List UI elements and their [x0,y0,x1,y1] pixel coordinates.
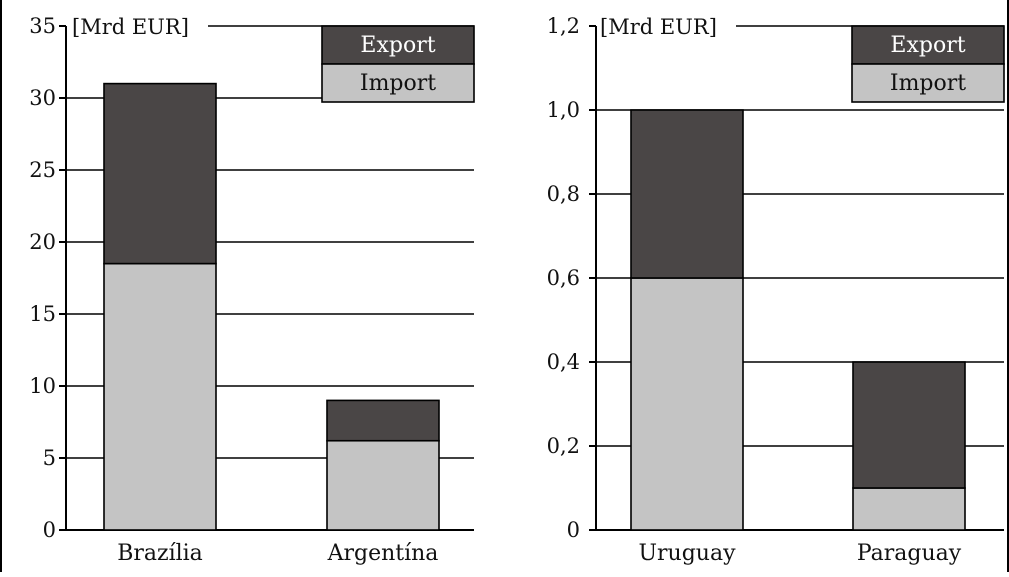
right-legend-label-import: Import [890,71,966,96]
right-ytick-label-5: 1,0 [547,98,580,122]
left-unit-label: [Mrd EUR] [72,15,189,39]
left-legend-label-import: Import [360,71,436,96]
left-ytick-label-6: 30 [29,86,56,110]
right-unit-label: [Mrd EUR] [600,15,717,39]
left-ytick-label-4: 20 [29,230,56,254]
left-category-label-0: Brazília [117,541,203,566]
left-bar-export-1 [327,400,439,440]
right-ytick-label-2: 0,4 [547,350,580,374]
left-bar-import-1 [327,441,439,530]
right-ytick-label-3: 0,6 [547,266,580,290]
right-bar-import-1 [853,488,965,530]
right-bar-export-0 [631,110,743,278]
left-ytick-label-2: 10 [29,374,56,398]
left-ytick-label-1: 5 [43,446,56,470]
right-legend-label-export: Export [890,33,965,58]
right-ytick-label-0: 0 [567,518,580,542]
left-category-label-1: Argentína [327,541,439,566]
right-category-label-0: Uruguay [638,541,736,566]
left-bar-import-0 [104,264,216,530]
left-ytick-label-5: 25 [29,158,56,182]
left-ytick-label-7: 35 [29,14,56,38]
right-category-label-1: Paraguay [857,541,962,566]
left-ytick-label-0: 0 [43,518,56,542]
right-ytick-label-6: 1,2 [547,14,580,38]
left-legend-label-export: Export [360,33,435,58]
right-ytick-label-1: 0,2 [547,434,580,458]
right-ytick-label-4: 0,8 [547,182,580,206]
right-bar-export-1 [853,362,965,488]
right-bar-import-0 [631,278,743,530]
left-ytick-label-3: 15 [29,302,56,326]
left-bar-export-0 [104,84,216,264]
